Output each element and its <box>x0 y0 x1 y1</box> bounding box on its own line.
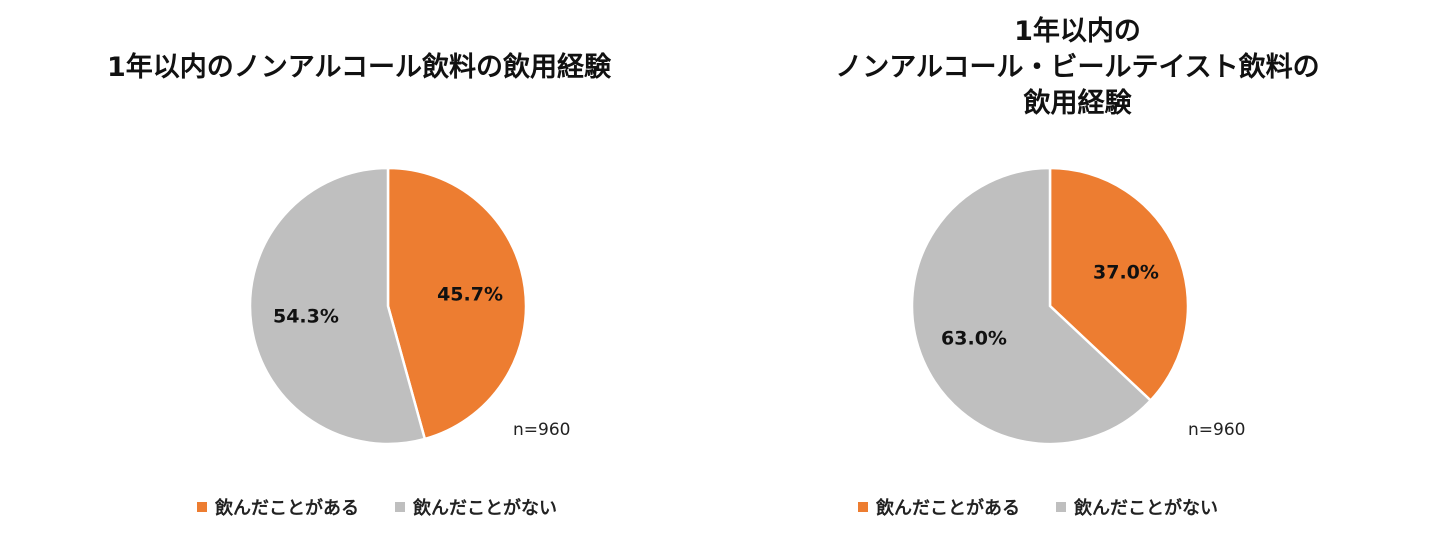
legend-item-not-drank: 飲んだことがない <box>1056 494 1218 520</box>
legend-swatch-not-drank <box>1056 502 1066 512</box>
slice-label-not-drank: 63.0% <box>941 327 1007 349</box>
legend-label-not-drank: 飲んだことがない <box>1074 498 1218 519</box>
chart-panel-2: 1年以内の ノンアルコール・ビールテイスト飲料の 飲用経験 37.0% 63.0%… <box>718 0 1437 542</box>
chart-title-2: 1年以内の ノンアルコール・ビールテイスト飲料の 飲用経験 <box>718 14 1437 122</box>
legend-1: 飲んだことがある 飲んだことがない <box>197 494 593 520</box>
legend-swatch-drank <box>197 502 207 512</box>
legend-label-drank: 飲んだことがある <box>215 498 359 519</box>
legend-item-drank: 飲んだことがある <box>858 494 1020 520</box>
chart-title-2-line-2: ノンアルコール・ビールテイスト飲料の <box>835 52 1320 83</box>
pie-slice-drank <box>386 166 528 441</box>
pie-chart-1: 45.7% 54.3% <box>248 166 528 446</box>
pie-chart-2: 37.0% 63.0% <box>910 166 1190 446</box>
sample-size-1: n=960 <box>513 420 571 440</box>
legend-label-not-drank: 飲んだことがない <box>413 498 557 519</box>
legend-item-not-drank: 飲んだことがない <box>395 494 557 520</box>
chart-panel-1: 1年以内のノンアルコール飲料の飲用経験 45.7% 54.3% n=960 飲んだ… <box>0 0 718 542</box>
legend-swatch-not-drank <box>395 502 405 512</box>
chart-title-1: 1年以内のノンアルコール飲料の飲用経験 <box>0 50 718 86</box>
slice-label-drank: 37.0% <box>1093 262 1159 284</box>
legend-label-drank: 飲んだことがある <box>876 498 1020 519</box>
slice-label-drank: 45.7% <box>437 283 503 305</box>
slice-label-not-drank: 54.3% <box>273 306 339 328</box>
legend-swatch-drank <box>858 502 868 512</box>
pie-slice-not-drank <box>910 166 1153 446</box>
chart-title-2-line-3: 飲用経験 <box>1023 88 1132 119</box>
sample-size-2: n=960 <box>1188 420 1246 440</box>
chart-title-2-line-1: 1年以内の <box>1014 16 1141 47</box>
legend-item-drank: 飲んだことがある <box>197 494 359 520</box>
pie-slice-not-drank <box>248 166 427 446</box>
legend-2: 飲んだことがある 飲んだことがない <box>858 494 1254 520</box>
pie-slice-drank <box>1048 166 1190 403</box>
chart-title-1-line-1: 1年以内のノンアルコール飲料の飲用経験 <box>107 52 611 83</box>
